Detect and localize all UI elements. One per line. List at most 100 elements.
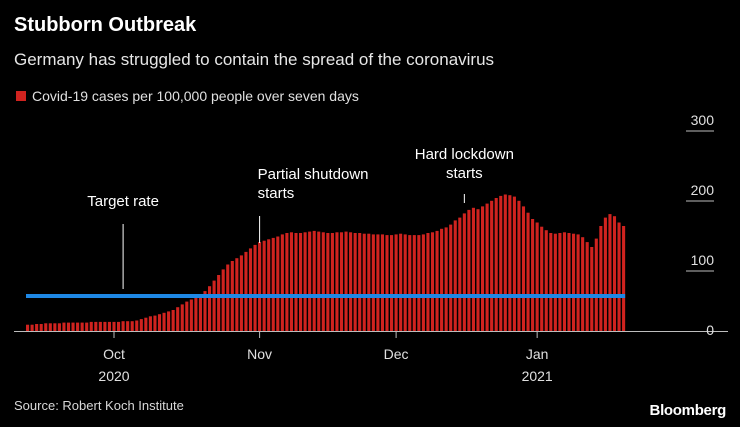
bloomberg-logo: Bloomberg: [649, 402, 727, 419]
bar: [76, 322, 80, 331]
x-tick-label: Jan: [526, 346, 549, 362]
bar: [176, 307, 180, 331]
bar: [62, 322, 66, 331]
chart-subtitle: Germany has struggled to contain the spr…: [14, 50, 495, 69]
bar: [308, 231, 312, 331]
legend-label: Covid-19 cases per 100,000 people over s…: [32, 88, 359, 104]
bar: [585, 242, 589, 331]
bar: [139, 319, 143, 331]
bar: [412, 235, 416, 331]
bar: [576, 234, 580, 331]
bar: [435, 230, 439, 331]
bar: [508, 195, 512, 331]
y-tick-label: 300: [691, 112, 715, 128]
bar: [367, 233, 371, 331]
bar: [349, 232, 353, 331]
bar: [526, 212, 530, 331]
bar: [221, 269, 225, 331]
bar: [26, 324, 30, 331]
bar: [267, 239, 271, 331]
bar: [217, 275, 221, 331]
bar: [535, 222, 539, 331]
bar: [426, 233, 430, 331]
bar: [112, 321, 116, 331]
bar: [107, 321, 111, 331]
bar: [612, 216, 617, 331]
bar: [458, 217, 462, 331]
bar: [80, 322, 84, 331]
bar: [531, 219, 535, 331]
bar: [553, 233, 557, 331]
bar: [130, 321, 134, 331]
bar: [258, 242, 262, 331]
bar: [440, 228, 444, 331]
bar: [212, 280, 216, 331]
legend: Covid-19 cases per 100,000 people over s…: [16, 88, 359, 104]
bar: [567, 233, 571, 331]
bar: [198, 294, 202, 331]
bar: [421, 234, 425, 331]
bar: [485, 203, 489, 331]
bar: [185, 301, 189, 331]
bar: [57, 323, 61, 331]
bar: [353, 233, 357, 331]
bar: [39, 324, 43, 331]
y-tick-label: 0: [706, 322, 714, 338]
bar: [572, 233, 576, 331]
bar: [362, 233, 366, 331]
bar: [312, 230, 316, 331]
bar: [394, 234, 398, 331]
bar: [285, 233, 289, 331]
bar: [380, 234, 384, 331]
bar: [126, 321, 130, 331]
x-tick-sublabel: 2020: [98, 368, 129, 384]
source-note: Source: Robert Koch Institute: [14, 398, 184, 413]
bar: [444, 227, 448, 331]
x-tick-sublabel: 2021: [522, 368, 553, 384]
x-tick-label: Oct: [103, 346, 125, 362]
bar: [103, 321, 107, 331]
bar: [35, 324, 39, 331]
bar: [117, 321, 121, 331]
x-tick-label: Dec: [384, 346, 409, 362]
bar: [157, 314, 162, 331]
bar: [294, 233, 298, 331]
bar: [66, 322, 71, 331]
bar: [248, 248, 253, 331]
bar: [289, 232, 293, 331]
bar: [276, 236, 280, 331]
bar: [30, 324, 34, 331]
bar: [53, 323, 57, 331]
bar: [335, 232, 339, 331]
bar: [180, 304, 184, 331]
bar: [481, 206, 485, 331]
bar: [94, 321, 98, 331]
bar: [271, 237, 275, 331]
legend-swatch: [16, 91, 26, 101]
y-tick-label: 100: [691, 252, 715, 268]
bar: [581, 237, 585, 331]
bar: [494, 198, 498, 331]
bar: [544, 230, 548, 331]
bar: [162, 312, 166, 331]
bar: [144, 317, 148, 331]
bar: [208, 286, 212, 331]
bar: [549, 233, 553, 331]
annotation-label: Hard lockdown starts: [415, 146, 514, 182]
bar: [467, 209, 471, 331]
bar: [148, 316, 152, 331]
chart-title: Stubborn Outbreak: [14, 14, 197, 36]
bar: [303, 232, 307, 331]
bar: [121, 321, 125, 331]
bar: [358, 233, 362, 331]
bar: [449, 224, 453, 331]
bar: [512, 196, 516, 331]
bar: [71, 322, 75, 331]
bar: [517, 200, 521, 331]
bar: [330, 233, 334, 331]
bar: [44, 323, 48, 331]
bar: [189, 299, 193, 331]
bar: [503, 194, 507, 331]
bar: [608, 214, 612, 331]
